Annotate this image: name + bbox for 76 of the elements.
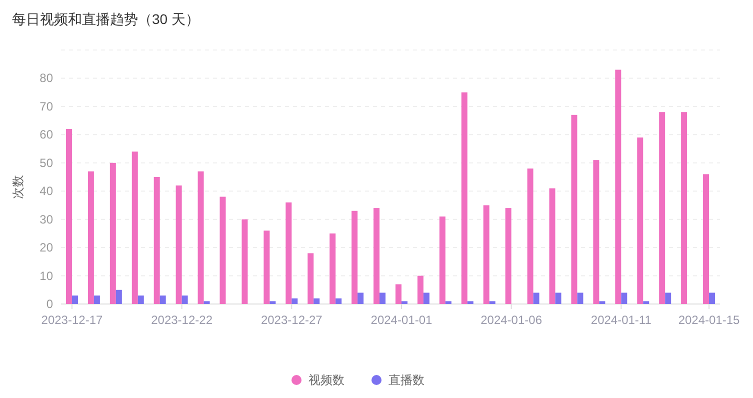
chart-title: 每日视频和直播趋势（30 天） — [12, 11, 200, 27]
bar — [160, 296, 166, 304]
bar — [154, 177, 160, 304]
bar — [116, 290, 122, 304]
bar — [483, 205, 490, 304]
bar — [352, 210, 358, 304]
y-tick-label: 20 — [40, 240, 54, 255]
bar — [615, 70, 622, 304]
bar — [270, 301, 276, 304]
legend-label: 直播数 — [388, 373, 424, 387]
bar — [665, 292, 672, 304]
bar — [292, 298, 298, 304]
bar — [66, 129, 72, 304]
y-tick-label: 40 — [40, 184, 54, 198]
bar — [417, 276, 424, 304]
y-tick-label: 10 — [40, 268, 54, 283]
x-tick-label: 2024-01-06 — [480, 313, 542, 327]
bar — [336, 298, 342, 304]
bar — [220, 196, 226, 304]
bar — [445, 301, 452, 304]
bar — [621, 292, 628, 304]
x-tick-label: 2023-12-27 — [260, 313, 323, 327]
bar — [94, 296, 100, 304]
bar — [110, 162, 116, 304]
bar — [374, 208, 380, 304]
bar — [264, 230, 270, 304]
bar — [505, 208, 512, 304]
bar — [681, 112, 688, 304]
bar — [467, 301, 474, 304]
bar — [132, 152, 138, 304]
x-tick-label: 2024-01-01 — [370, 313, 432, 327]
bar — [659, 112, 666, 304]
bar — [314, 298, 320, 304]
y-tick-label: 30 — [40, 212, 54, 226]
bar — [637, 137, 644, 304]
legend-label: 视频数 — [308, 373, 344, 387]
bar — [461, 92, 468, 304]
bar — [88, 171, 94, 304]
bar — [330, 233, 336, 304]
bar — [643, 301, 650, 304]
x-tick-label: 2023-12-17 — [41, 313, 103, 327]
bar — [709, 292, 716, 304]
bar — [549, 188, 556, 304]
bar — [533, 292, 540, 304]
y-axis-title: 次数 — [11, 175, 25, 199]
bar — [182, 296, 188, 304]
bar — [401, 301, 408, 304]
bar — [72, 296, 78, 304]
bar — [286, 202, 292, 304]
bar — [555, 292, 562, 304]
bar — [593, 160, 600, 304]
bar — [571, 114, 578, 304]
bar — [308, 253, 314, 304]
bar — [439, 216, 446, 304]
y-tick-label: 0 — [46, 297, 54, 311]
bar — [527, 168, 534, 304]
x-tick-label: 2024-01-15 — [678, 313, 740, 327]
bar — [198, 171, 204, 304]
bar — [138, 296, 144, 304]
x-tick-label: 2024-01-11 — [590, 313, 652, 327]
bar — [395, 284, 402, 304]
bar — [176, 185, 182, 304]
y-tick-label: 70 — [40, 99, 54, 114]
bar — [204, 301, 210, 304]
bar — [489, 301, 496, 304]
y-tick-label: 60 — [40, 128, 54, 142]
bar — [380, 292, 386, 304]
bar — [358, 292, 364, 304]
x-tick-label: 2023-12-22 — [151, 313, 213, 327]
bar — [703, 174, 710, 304]
bar — [577, 292, 584, 304]
bar — [599, 301, 606, 304]
bar — [423, 292, 430, 304]
y-tick-label: 50 — [40, 156, 54, 170]
bar — [242, 219, 248, 304]
y-tick-label: 80 — [40, 71, 54, 86]
